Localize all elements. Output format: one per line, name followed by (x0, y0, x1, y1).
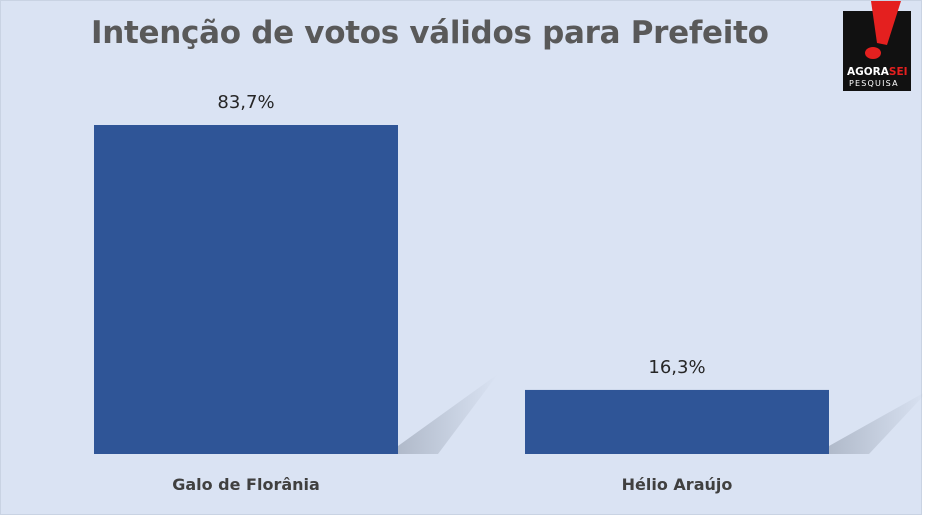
agorasei-logo: AGORASEI PESQUISA (843, 1, 911, 91)
data-labels: 83,7% 16,3% (217, 92, 705, 378)
chart-frame: Intenção de votos válidos para Prefeito … (0, 0, 923, 515)
bar-1 (94, 125, 398, 454)
category-label-1: Galo de Florânia (172, 475, 320, 494)
logo-subtitle: PESQUISA (849, 79, 899, 88)
data-label-1: 83,7% (217, 92, 274, 113)
exclamation-icon (871, 1, 901, 45)
bar-chart: 83,7% 16,3% Galo de Florânia Hélio Araújo (94, 92, 923, 494)
bar-shadows (398, 374, 923, 454)
bar-shadow (398, 374, 498, 454)
data-label-2: 16,3% (648, 357, 705, 378)
bar-shadow (829, 393, 923, 454)
logo-name-part2: SEI (889, 66, 908, 78)
chart-title: Intenção de votos válidos para Prefeito (91, 15, 769, 51)
logo-name-part1: AGORA (847, 66, 890, 78)
bar-2 (525, 389, 829, 454)
category-label-2: Hélio Araújo (622, 475, 733, 494)
bar-series (94, 125, 829, 454)
exclamation-dot-icon (865, 47, 881, 59)
svg-text:AGORASEI: AGORASEI (847, 66, 908, 78)
category-labels: Galo de Florânia Hélio Araújo (172, 475, 732, 494)
